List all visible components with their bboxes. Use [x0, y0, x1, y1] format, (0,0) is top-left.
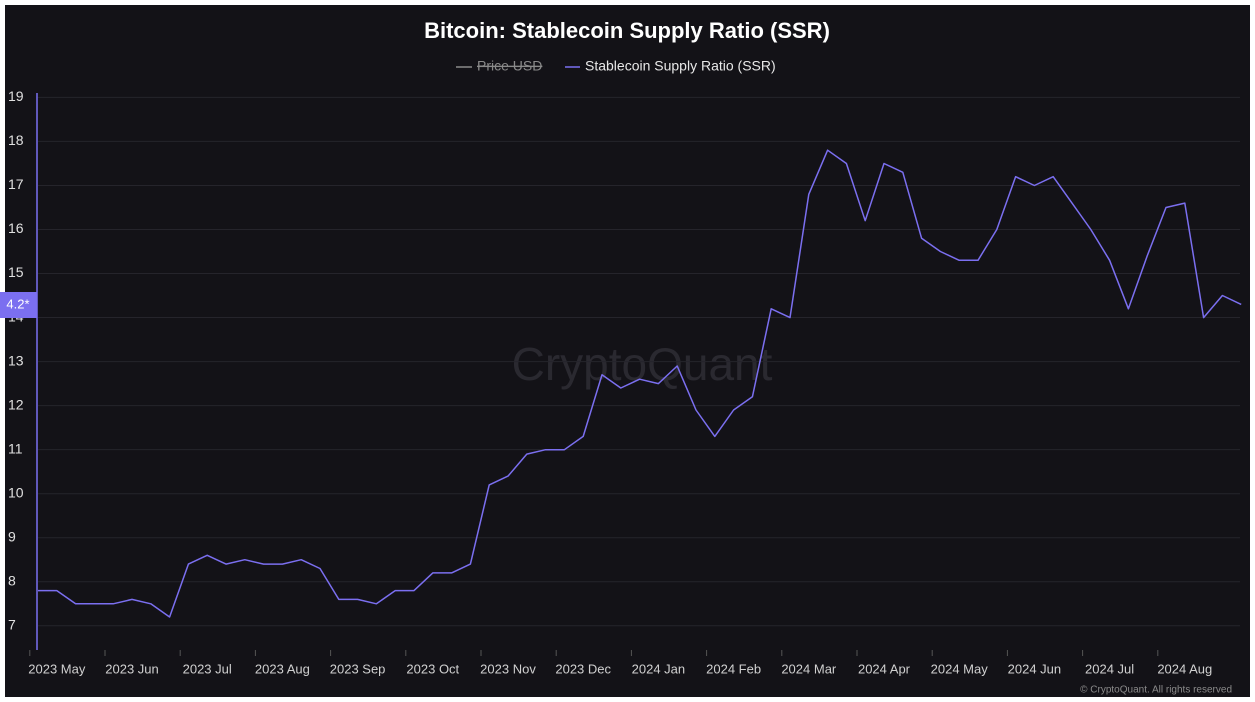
x-tick-label: 2023 Jun: [105, 661, 159, 676]
x-tick-label: 2023 Sep: [330, 661, 386, 676]
legend-label[interactable]: Price USD: [477, 58, 542, 74]
x-tick-label: 2023 Oct: [406, 661, 459, 676]
y-tick-label: 16: [8, 220, 24, 236]
x-tick-label: 2024 Apr: [858, 661, 911, 676]
y-tick-label: 15: [8, 264, 24, 280]
y-tick-label: 8: [8, 572, 16, 588]
x-tick-label: 2024 May: [931, 661, 989, 676]
y-tick-label: 10: [8, 484, 24, 500]
copyright: © CryptoQuant. All rights reserved: [1080, 685, 1232, 696]
x-tick-label: 2024 Mar: [781, 661, 837, 676]
legend-label[interactable]: Stablecoin Supply Ratio (SSR): [585, 58, 776, 74]
data-line: [38, 149, 1242, 618]
current-value-label: 4.2*: [6, 296, 29, 311]
x-tick-label: 2023 Jul: [183, 661, 232, 676]
y-tick-label: 17: [8, 176, 24, 192]
x-tick-label: 2023 Nov: [480, 661, 536, 676]
watermark: CryptoQuant: [512, 338, 773, 390]
x-tick-label: 2023 Aug: [255, 661, 310, 676]
y-tick-label: 13: [8, 352, 24, 368]
x-tick-label: 2024 Jan: [632, 661, 686, 676]
y-tick-label: 12: [8, 396, 24, 412]
x-tick-label: 2024 Jun: [1008, 661, 1062, 676]
x-tick-label: 2024 Aug: [1157, 661, 1212, 676]
x-tick-label: 2023 Dec: [555, 661, 611, 676]
y-tick-label: 19: [8, 88, 24, 104]
y-tick-label: 9: [8, 528, 16, 544]
x-tick-label: 2023 May: [28, 661, 86, 676]
current-value-badge: [0, 292, 37, 318]
y-tick-label: 18: [8, 132, 24, 148]
y-tick-label: 11: [8, 440, 23, 456]
chart-title: Bitcoin: Stablecoin Supply Ratio (SSR): [424, 18, 830, 43]
x-tick-label: 2024 Jul: [1085, 661, 1134, 676]
x-tick-label: 2024 Feb: [706, 661, 761, 676]
y-tick-label: 7: [8, 616, 16, 632]
